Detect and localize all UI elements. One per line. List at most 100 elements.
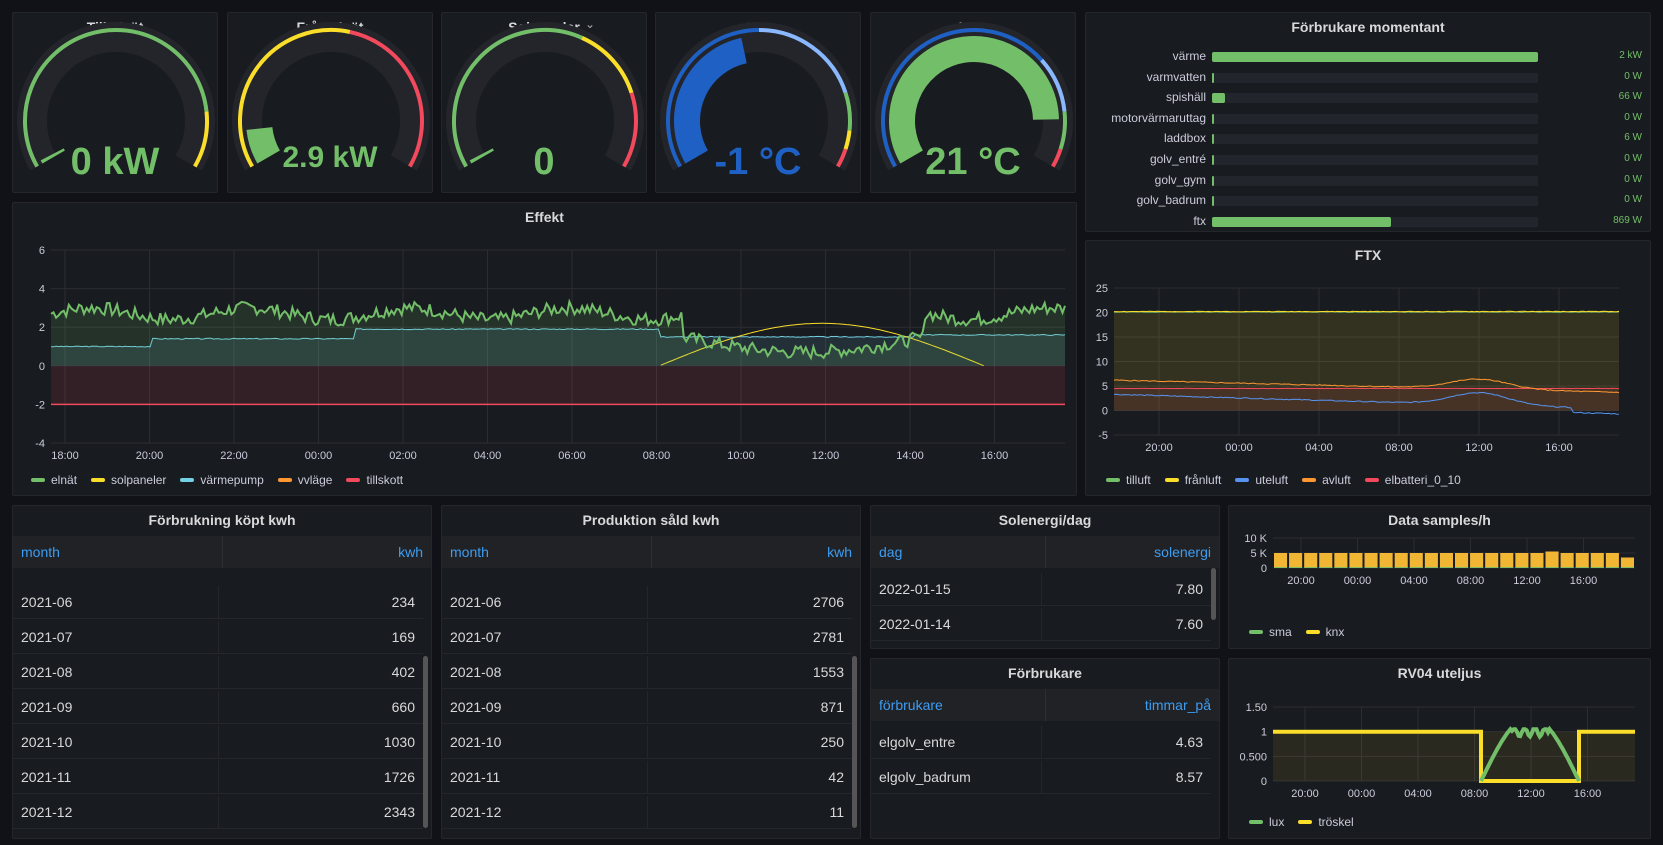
rv04-chart[interactable]: 1.50 1 0.500 0 20:00 00:00 04:00 08:00 12:00 16:0… bbox=[1229, 681, 1651, 826]
sma-bar bbox=[1349, 567, 1363, 568]
ftx-chart[interactable]: 25 20 15 10 5 0 -5 20:00 00:00 04:00 08:00 12:00 16:… bbox=[1086, 263, 1651, 488]
knx-bar bbox=[1455, 553, 1469, 568]
legend-swatch bbox=[180, 478, 195, 482]
knx-bar bbox=[1485, 553, 1499, 568]
legend-item[interactable]: tröskel bbox=[1298, 815, 1354, 829]
panel-title: Förbrukning köpt kwh bbox=[148, 512, 296, 528]
consumer-bar-fill bbox=[1212, 134, 1214, 145]
legend-item[interactable]: värmepump bbox=[180, 473, 264, 487]
sma-bar bbox=[1545, 567, 1559, 568]
legend-item[interactable]: tillskott bbox=[346, 473, 403, 487]
x-tick-label: 16:00 bbox=[1545, 442, 1573, 454]
sma-bar bbox=[1304, 567, 1318, 568]
table-header: month kwh bbox=[442, 536, 860, 568]
x-tick-label: 20:00 bbox=[1287, 575, 1315, 587]
legend-item[interactable]: tilluft bbox=[1106, 473, 1151, 487]
legend-swatch bbox=[1249, 820, 1263, 824]
legend-label: uteluft bbox=[1255, 473, 1289, 487]
gauge-fill bbox=[246, 126, 281, 164]
legend-label: värmepump bbox=[200, 473, 264, 487]
column-header[interactable]: month bbox=[13, 536, 223, 568]
legend-item[interactable]: solpaneler bbox=[91, 473, 166, 487]
panel-title: FTX bbox=[1354, 247, 1382, 263]
x-tick-label: 08:00 bbox=[1385, 442, 1413, 454]
legend-label: solpaneler bbox=[111, 473, 167, 487]
x-tick-label: 16:00 bbox=[1574, 788, 1602, 800]
gauge-threshold bbox=[836, 148, 848, 168]
x-tick-label: 12:00 bbox=[812, 450, 840, 462]
panel-title: Produktion såld kwh bbox=[582, 512, 720, 528]
legend-swatch bbox=[1364, 478, 1379, 482]
y-tick-label: 10 bbox=[1096, 357, 1108, 369]
y-tick-label: 0 bbox=[39, 361, 45, 373]
chevron-down-icon[interactable]: ⌄ bbox=[585, 17, 596, 31]
table-cell: 2022-01-15 bbox=[871, 573, 1042, 605]
legend-item[interactable]: lux bbox=[1249, 815, 1284, 829]
effekt-chart[interactable]: 6 4 2 0 -2 -4 18:00 20:00 22:00 00:00 02:00 04:00 06… bbox=[13, 225, 1077, 490]
legend-item[interactable]: elbatteri_0_10 bbox=[1364, 473, 1461, 487]
consumer-bar-fill bbox=[1212, 93, 1226, 104]
table-cell: 2021-08 bbox=[13, 656, 219, 688]
consumer-bar-row: golv_badrum 0 W bbox=[1086, 193, 1650, 213]
scrollbar[interactable] bbox=[852, 656, 857, 828]
sma-bar bbox=[1424, 567, 1438, 568]
legend-label: tilluft bbox=[1126, 473, 1151, 487]
sma-bar bbox=[1530, 567, 1544, 568]
column-header[interactable]: förbrukare bbox=[871, 689, 1046, 721]
consumer-bar-fill bbox=[1212, 216, 1392, 227]
consumer-bar-fill bbox=[1212, 196, 1214, 207]
column-header[interactable]: kwh bbox=[827, 544, 852, 560]
consumer-value: 6 W bbox=[1624, 132, 1642, 144]
legend-swatch bbox=[277, 478, 292, 482]
table-cell: 2021-12 bbox=[13, 796, 219, 828]
legend-label: sma bbox=[1269, 625, 1292, 639]
gauge-svg bbox=[17, 22, 215, 171]
consumer-bar-track bbox=[1212, 216, 1538, 227]
table-row: 2021-12 11 bbox=[442, 796, 852, 829]
table-cell: 7.60 bbox=[1175, 616, 1203, 632]
table-row: 2021-10 1030 bbox=[13, 726, 423, 759]
column-header[interactable]: solenergi bbox=[1154, 544, 1211, 560]
knx-bar bbox=[1470, 553, 1484, 568]
scrollbar[interactable] bbox=[423, 656, 428, 828]
column-header[interactable]: timmar_på bbox=[1144, 697, 1211, 713]
knx-bar bbox=[1545, 551, 1559, 568]
sma-bar bbox=[1590, 567, 1604, 568]
x-tick-label: 12:00 bbox=[1513, 575, 1541, 587]
table-cell: 169 bbox=[391, 629, 415, 645]
consumer-value: 0 W bbox=[1624, 194, 1642, 206]
consumer-value: 0 W bbox=[1624, 173, 1642, 185]
gauge-threshold bbox=[1040, 58, 1067, 112]
legend-item[interactable]: frånluft bbox=[1164, 473, 1221, 487]
scrollbar[interactable] bbox=[1211, 568, 1216, 620]
knx-bar bbox=[1379, 553, 1393, 568]
consumer-label: golv_entré bbox=[1149, 152, 1206, 166]
x-tick-label: 18:00 bbox=[51, 450, 79, 462]
consumer-bar-row: golv_gym 0 W bbox=[1086, 173, 1650, 193]
ftx-panel: FTX 25 20 15 10 5 0 -5 20:00 00:00 04:00 08:00 12:0… bbox=[1085, 240, 1651, 496]
consumer-bar-track bbox=[1212, 52, 1538, 62]
table-cell: 2343 bbox=[383, 804, 415, 820]
legend-item[interactable]: sma bbox=[1249, 625, 1292, 639]
y-tick-label: 0 bbox=[1102, 406, 1108, 418]
legend-item[interactable]: uteluft bbox=[1235, 473, 1288, 487]
consumer-value: 869 W bbox=[1613, 214, 1642, 226]
x-tick-label: 08:00 bbox=[1457, 575, 1485, 587]
column-header[interactable]: kwh bbox=[398, 544, 423, 560]
gauge-track bbox=[232, 22, 430, 171]
legend-swatch bbox=[31, 478, 45, 482]
legend-item[interactable]: avluft bbox=[1302, 473, 1351, 487]
table-cell: 660 bbox=[391, 699, 415, 715]
knx-bar bbox=[1515, 553, 1529, 568]
legend-item[interactable]: knx bbox=[1305, 625, 1344, 639]
samples-chart[interactable]: 10 K 5 K 0 20:00 00:00 04:00 08:00 12:00 16:00 bbox=[1229, 528, 1651, 638]
legend-item[interactable]: vvläge bbox=[277, 473, 332, 487]
y-tick-label: 0.500 bbox=[1239, 751, 1267, 763]
gauge-threshold bbox=[622, 92, 638, 168]
sma-bar bbox=[1439, 567, 1453, 568]
legend-item[interactable]: elnät bbox=[31, 473, 77, 487]
column-header[interactable]: month bbox=[442, 536, 652, 568]
table-cell: 2021-06 bbox=[442, 586, 648, 618]
column-header[interactable]: dag bbox=[871, 536, 1046, 568]
y-tick-label: -2 bbox=[35, 399, 45, 411]
